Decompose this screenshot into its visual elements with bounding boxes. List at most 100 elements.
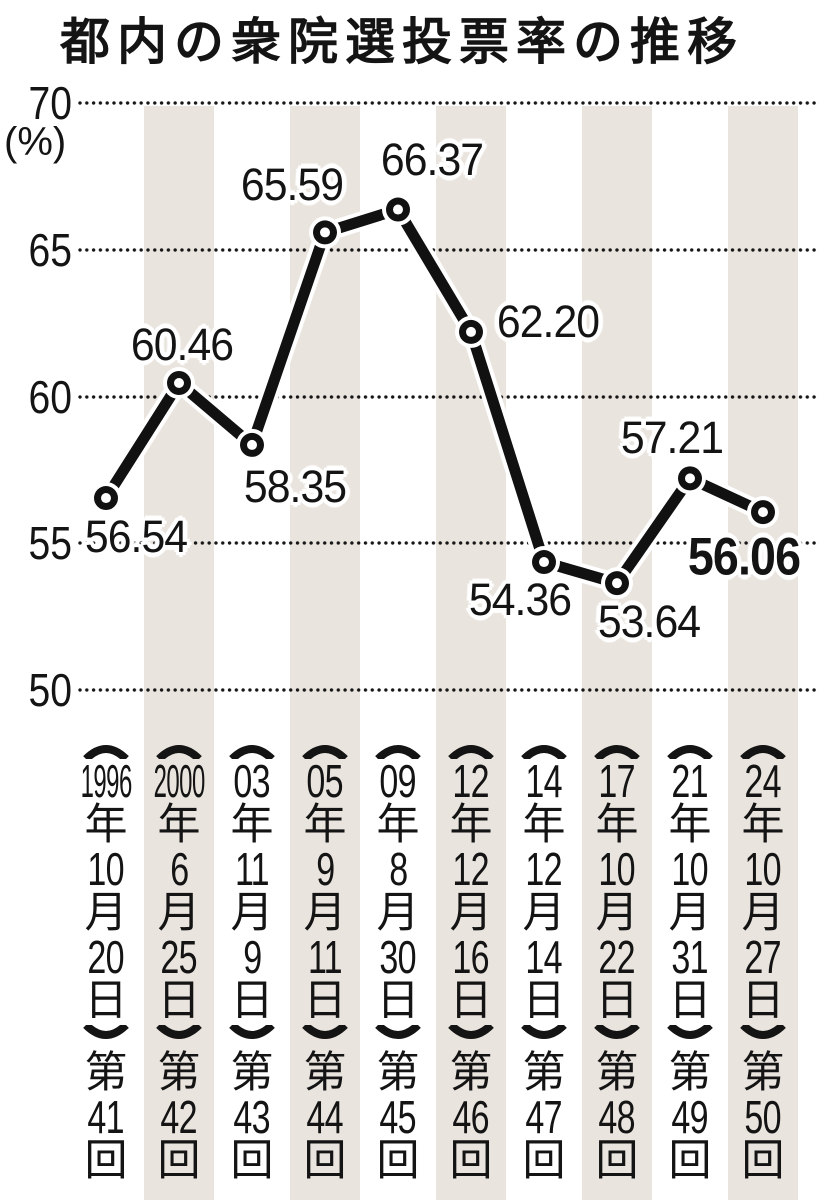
kanji-month: 月	[522, 889, 566, 937]
kanji-month: 月	[303, 889, 347, 937]
y-tick-label: 70	[28, 77, 72, 129]
vertical-bracket-top	[83, 745, 129, 759]
kanji-year: 年	[449, 801, 493, 849]
x-axis-label: 17 年 10 月 22 日第 48 回	[580, 743, 654, 1183]
kanji-day: 日	[84, 977, 128, 1025]
data-point-marker	[163, 366, 195, 399]
kanji-year: 年	[522, 801, 566, 849]
kanji-day: 日	[230, 977, 274, 1025]
gridline	[78, 541, 819, 546]
kanji-month: 月	[741, 889, 785, 937]
election-day: 30	[379, 931, 417, 983]
election-number: 44	[306, 1091, 344, 1143]
kanji-ordinal-suffix: 回	[376, 1137, 420, 1185]
y-tick-label: 50	[28, 664, 72, 716]
election-day: 14	[525, 931, 563, 983]
kanji-year: 年	[230, 801, 274, 849]
data-point-marker	[601, 567, 633, 600]
data-point-marker	[382, 193, 414, 226]
y-tick-label: 60	[28, 370, 72, 423]
kanji-day: 日	[449, 977, 493, 1025]
background-stripe	[728, 106, 798, 1200]
vertical-bracket-top	[594, 745, 640, 759]
y-tick-label: 55	[28, 517, 72, 570]
election-year: 14	[525, 755, 563, 807]
vertical-bracket-bottom	[448, 1025, 494, 1039]
kanji-year: 年	[741, 801, 785, 849]
election-year: 17	[598, 755, 636, 807]
kanji-day: 日	[303, 977, 347, 1025]
election-month: 11	[235, 843, 270, 895]
election-year: 24	[744, 755, 782, 807]
election-month: 10	[671, 843, 709, 895]
data-point-label: 65.59	[240, 159, 344, 211]
chart-title: 都内の衆院選投票率の推移	[60, 14, 744, 70]
kanji-ordinal-prefix: 第	[303, 1049, 347, 1097]
kanji-year: 年	[303, 801, 347, 849]
data-point-label: 58.35	[243, 460, 347, 512]
data-point-marker	[455, 315, 487, 348]
election-number: 42	[160, 1091, 198, 1143]
kanji-year: 年	[668, 801, 712, 849]
kanji-month: 月	[84, 889, 128, 937]
kanji-ordinal-suffix: 回	[84, 1137, 128, 1185]
vertical-bracket-bottom	[594, 1025, 640, 1039]
election-number: 41	[87, 1091, 125, 1143]
kanji-ordinal-prefix: 第	[522, 1049, 566, 1097]
y-axis-unit-label: (%)	[4, 120, 67, 164]
election-month: 10	[744, 843, 782, 895]
election-number: 47	[525, 1091, 563, 1143]
election-month: 10	[598, 843, 636, 895]
data-point-marker	[309, 216, 341, 249]
election-number: 49	[671, 1091, 709, 1143]
election-month: 8	[388, 843, 408, 895]
kanji-day: 日	[157, 977, 201, 1025]
kanji-ordinal-prefix: 第	[595, 1049, 639, 1097]
election-year: 12	[452, 755, 490, 807]
vertical-bracket-top	[302, 745, 348, 759]
kanji-day: 日	[376, 977, 420, 1025]
election-day: 20	[87, 931, 125, 983]
gridline	[78, 247, 819, 252]
kanji-ordinal-suffix: 回	[449, 1137, 493, 1185]
election-year: 21	[671, 755, 709, 807]
election-month: 9	[315, 843, 335, 895]
line-series	[101, 204, 766, 589]
election-day: 11	[308, 931, 343, 983]
election-number: 46	[452, 1091, 490, 1143]
kanji-day: 日	[522, 977, 566, 1025]
data-point-marker	[674, 462, 706, 495]
x-axis-label: 1996 年 10 月 20 日第 41 回	[69, 743, 143, 1183]
kanji-month: 月	[230, 889, 274, 937]
election-month: 12	[452, 843, 490, 895]
vertical-bracket-top	[667, 745, 713, 759]
vertical-bracket-bottom	[156, 1025, 202, 1039]
background-stripe	[144, 106, 214, 1200]
data-point-label: 56.06	[687, 527, 801, 587]
vertical-bracket-top	[521, 745, 567, 759]
vertical-bracket-bottom	[83, 1025, 129, 1039]
vertical-bracket-top	[229, 745, 275, 759]
x-axis-label: 2000 年 6 月 25 日第 42 回	[142, 743, 216, 1183]
data-point-marker	[528, 546, 560, 579]
vertical-bracket-bottom	[740, 1025, 786, 1039]
data-point-marker	[90, 482, 122, 515]
kanji-year: 年	[157, 801, 201, 849]
election-number: 50	[744, 1091, 782, 1143]
election-day: 31	[671, 931, 709, 983]
kanji-ordinal-suffix: 回	[522, 1137, 566, 1185]
data-point-label: 53.64	[597, 596, 701, 648]
vertical-bracket-bottom	[375, 1025, 421, 1039]
gridline	[78, 101, 819, 105]
vertical-bracket-top	[375, 745, 421, 759]
kanji-ordinal-prefix: 第	[449, 1049, 493, 1097]
data-point-label: 62.20	[496, 295, 600, 347]
kanji-day: 日	[595, 977, 639, 1025]
kanji-day: 日	[668, 977, 712, 1025]
background-stripe	[582, 106, 652, 1200]
kanji-ordinal-prefix: 第	[668, 1049, 712, 1097]
kanji-ordinal-suffix: 回	[741, 1137, 785, 1185]
election-month: 6	[169, 843, 189, 895]
